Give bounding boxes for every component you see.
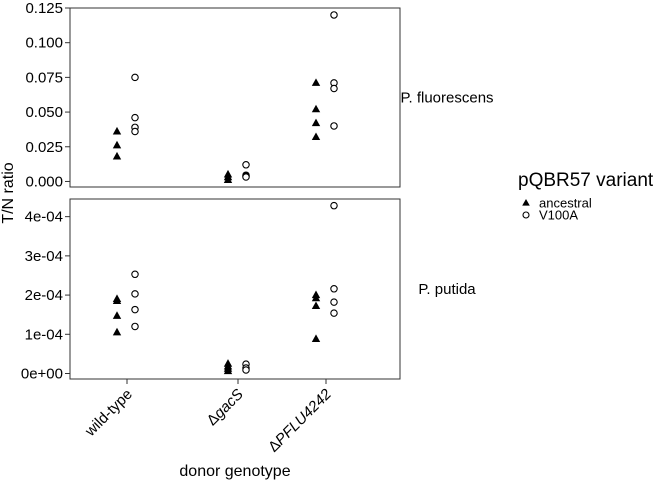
data-point-ancestral [112, 140, 122, 149]
data-point-ancestral [311, 78, 321, 86]
data-point-v100a [131, 127, 139, 136]
x-tick-label: wild-type [81, 386, 136, 441]
y-tick-label: 2e-04 [25, 287, 63, 304]
data-point-v100a [330, 84, 338, 93]
data-point-v100a [131, 290, 139, 298]
legend-title: pQBR57 variant [518, 170, 654, 191]
data-point-v100a [131, 322, 139, 331]
data-point-ancestral [112, 296, 122, 304]
facet-label: P. putida [418, 281, 476, 298]
data-point-v100a [330, 122, 338, 130]
data-point-ancestral [311, 118, 321, 127]
data-point-ancestral [311, 293, 321, 302]
y-tick-label: 0.100 [25, 35, 63, 52]
data-point-ancestral [311, 334, 321, 342]
y-tick-label: 0.000 [25, 173, 63, 190]
data-point-v100a [131, 270, 139, 279]
data-point-ancestral [311, 132, 321, 141]
facet-label: P. fluorescens [400, 90, 493, 107]
data-point-v100a [131, 305, 139, 314]
x-tick-label: ΔPFLU4242 [265, 385, 335, 455]
x-axis-title: donor genotype [179, 463, 290, 480]
data-point-ancestral [311, 104, 321, 113]
data-point-v100a [330, 201, 338, 210]
legend-label: V100A [539, 208, 578, 223]
y-tick-label: 3e-04 [25, 248, 63, 265]
y-tick-label: 0e+00 [21, 366, 63, 383]
data-point-ancestral [112, 126, 122, 135]
data-point-v100a [330, 11, 338, 19]
y-tick-label: 0.075 [25, 69, 63, 86]
data-point-v100a [242, 161, 250, 169]
data-point-v100a [330, 309, 338, 317]
legend-icon-triangle [522, 199, 530, 206]
legend-label: ancestral [539, 196, 592, 211]
y-tick-label: 0.050 [25, 104, 63, 121]
data-point-ancestral [223, 175, 233, 184]
x-tick-label: ΔgacS [204, 386, 247, 429]
y-axis-title: T/N ratio [0, 162, 17, 223]
data-point-ancestral [112, 327, 122, 336]
data-point-ancestral [223, 366, 233, 375]
legend-icon-circle [522, 211, 530, 219]
y-tick-label: 0.025 [25, 139, 63, 156]
panel-border [69, 198, 401, 380]
data-point-v100a [242, 366, 250, 374]
data-point-v100a [330, 285, 338, 293]
data-point-ancestral [311, 301, 321, 310]
data-point-v100a [131, 73, 139, 82]
y-tick-label: 1e-04 [25, 326, 63, 343]
data-point-ancestral [112, 311, 122, 319]
data-point-ancestral [112, 151, 122, 160]
data-point-v100a [330, 298, 338, 306]
y-tick-label: 4e-04 [25, 209, 63, 226]
data-point-v100a [131, 113, 139, 122]
y-tick-label: 0.125 [25, 0, 63, 17]
panel-border [69, 7, 401, 188]
data-point-v100a [242, 173, 250, 181]
